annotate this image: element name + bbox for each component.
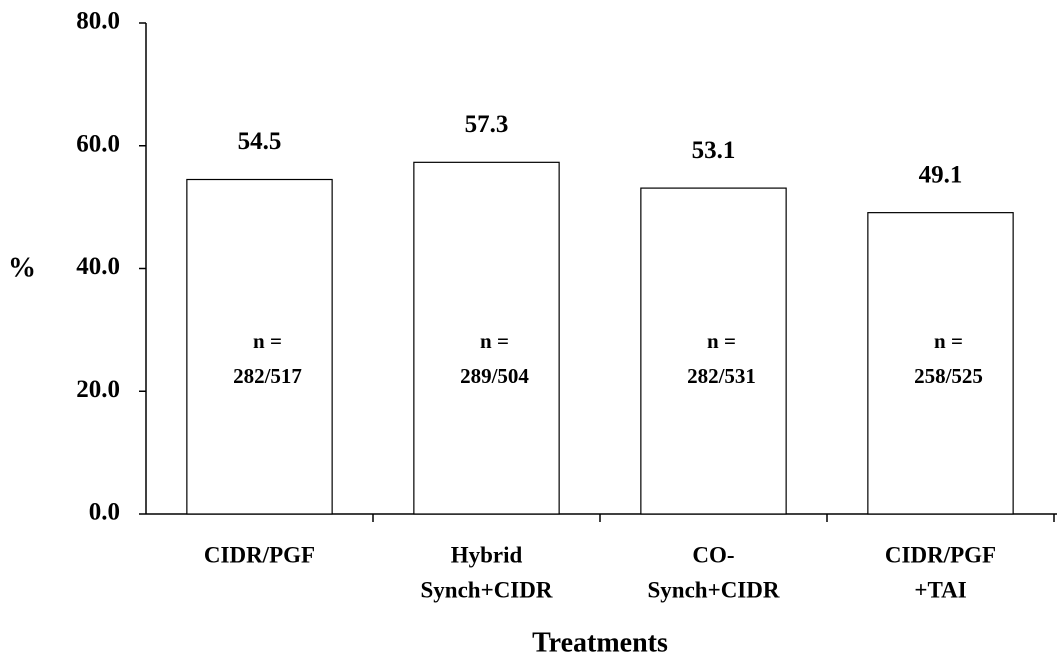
y-tick-label: 80.0	[76, 8, 120, 35]
y-tick-label: 40.0	[76, 253, 120, 280]
bar-annotation: 258/525	[914, 364, 983, 388]
bar	[186, 178, 333, 515]
value-label: 49.1	[919, 161, 963, 188]
y-tick-label: 60.0	[76, 130, 120, 157]
bar-annotation: n =	[707, 329, 736, 353]
bar-annotation: n =	[480, 329, 509, 353]
x-tick-label: CIDR/PGF	[885, 542, 996, 567]
bar-annotation: 282/517	[233, 364, 302, 388]
y-tick-label: 0.0	[89, 499, 120, 526]
y-tick-label: 20.0	[76, 376, 120, 403]
x-tick-label: CIDR/PGF	[204, 542, 315, 567]
x-tick-label: CO-	[692, 542, 734, 567]
value-label: 54.5	[238, 128, 282, 155]
value-label: 53.1	[692, 137, 736, 164]
y-axis-label: %	[8, 252, 36, 283]
bar	[640, 187, 787, 515]
bar-annotation: n =	[934, 329, 963, 353]
bar-annotation: 282/531	[687, 364, 756, 388]
bar	[867, 212, 1014, 515]
x-tick-label: +TAI	[914, 577, 966, 602]
x-tick-label: Hybrid	[451, 542, 523, 567]
x-tick-label: Synch+CIDR	[421, 577, 553, 602]
bar	[413, 161, 560, 515]
x-axis-label: Treatments	[532, 627, 668, 658]
x-tick-label: Synch+CIDR	[648, 577, 780, 602]
bar-annotation: n =	[253, 329, 282, 353]
bar-annotation: 289/504	[460, 364, 529, 388]
value-label: 57.3	[465, 111, 509, 138]
